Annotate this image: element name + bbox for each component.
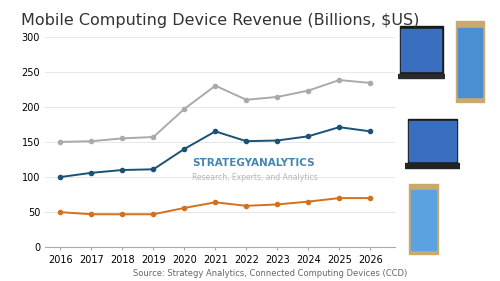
- Polygon shape: [398, 74, 445, 78]
- Text: STRATEGYANALYTICS: STRATEGYANALYTICS: [192, 158, 314, 168]
- Polygon shape: [408, 119, 457, 163]
- Bar: [458, 28, 482, 97]
- Bar: [402, 29, 441, 71]
- Text: Mobile Computing Device Revenue (Billions, $US): Mobile Computing Device Revenue (Billion…: [21, 13, 419, 28]
- Polygon shape: [400, 26, 442, 74]
- Bar: [412, 190, 436, 250]
- Bar: [456, 21, 484, 102]
- Text: Research, Experts, and Analytics: Research, Experts, and Analytics: [192, 173, 318, 182]
- Text: Source: Strategy Analytics, Connected Computing Devices (CCD): Source: Strategy Analytics, Connected Co…: [133, 269, 407, 278]
- Bar: [410, 121, 456, 160]
- Polygon shape: [405, 163, 460, 168]
